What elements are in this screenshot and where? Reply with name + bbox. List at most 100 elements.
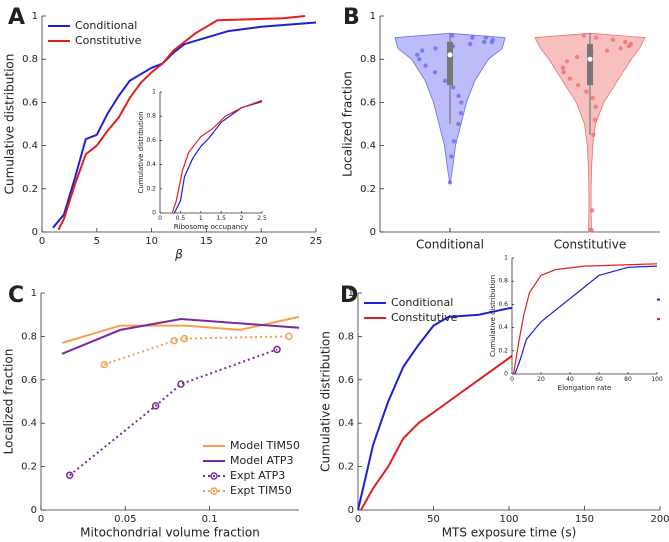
data-point xyxy=(456,93,461,99)
y-tick-label: 0.4 xyxy=(22,141,38,152)
x-tick-label: 150 xyxy=(575,514,594,525)
data-point xyxy=(591,132,596,137)
x-tick-label: Constitutive xyxy=(554,238,626,252)
data-point xyxy=(560,65,566,71)
data-point xyxy=(470,35,475,40)
y-tick-label: 1 xyxy=(370,11,376,22)
legend-label: Model TIM50 xyxy=(230,439,300,452)
y-tick-label: 0.4 xyxy=(146,161,156,168)
y-tick-label: 0.4 xyxy=(360,141,376,152)
x-tick-label: 200 xyxy=(650,514,669,525)
panel: 0 0.2 0.4 0.6 0.8 1 0 0.5 1 1.5 2 2.5 Ribosome occup… xyxy=(137,89,267,231)
data-point xyxy=(618,46,623,51)
series-line xyxy=(57,15,306,231)
panel-label: B xyxy=(343,5,360,30)
panel: 0 0.2 0.4 0.6 0.8 1 0 20 40 60 80 100 Elongation rat… xyxy=(489,255,663,392)
legend-label: Conditional xyxy=(391,296,453,309)
x-tick-label: 20 xyxy=(255,236,268,247)
x-tick-label: 0.5 xyxy=(176,215,186,222)
y-axis-label: Cumulative distribution xyxy=(137,111,145,193)
x-tick-label: 1 xyxy=(199,215,203,222)
y-tick-label: 0.6 xyxy=(146,137,156,144)
series-line xyxy=(514,265,658,375)
y-axis-label: Cumulative distribution xyxy=(3,54,17,195)
y-tick-label: 0 xyxy=(504,371,508,378)
y-tick-label: 0.4 xyxy=(338,418,354,429)
x-tick-label: 20 xyxy=(537,376,545,383)
legend-label: Constitutive xyxy=(75,34,142,47)
data-point xyxy=(581,33,587,38)
x-tick-label: 0 xyxy=(158,215,162,222)
data-point xyxy=(177,380,185,388)
x-tick-label: 5 xyxy=(94,236,100,247)
y-tick-label: 1 xyxy=(32,11,38,22)
series-line xyxy=(103,335,289,366)
y-tick-label: 1 xyxy=(348,288,354,299)
x-axis-label: Ribosome occupancy xyxy=(174,223,248,231)
y-tick-label: 0.8 xyxy=(146,113,156,120)
x-tick-label: 0.05 xyxy=(114,514,136,525)
data-point xyxy=(481,39,487,45)
data-point xyxy=(273,345,281,354)
data-point xyxy=(458,111,464,116)
y-tick-label: 0.6 xyxy=(338,375,354,386)
data-point xyxy=(456,121,461,127)
data-point xyxy=(100,360,108,369)
data-point xyxy=(483,35,489,40)
x-tick-label: 2.5 xyxy=(257,215,267,222)
y-tick-label: 0.8 xyxy=(22,54,38,65)
data-point xyxy=(419,48,425,53)
x-tick-label: 50 xyxy=(427,514,440,525)
data-point xyxy=(447,180,453,185)
data-point xyxy=(593,104,598,109)
x-tick-label: 25 xyxy=(310,236,323,247)
y-tick-label: 0.8 xyxy=(21,331,37,342)
y-tick-label: 0 xyxy=(152,210,156,217)
y-tick-label: 0.4 xyxy=(498,324,508,331)
data-point xyxy=(180,334,189,343)
data-point xyxy=(285,332,293,341)
y-tick-label: 0.2 xyxy=(146,185,156,192)
series-line xyxy=(512,263,658,375)
x-tick-label: 0 xyxy=(39,236,45,247)
x-tick-label: 80 xyxy=(624,376,632,383)
y-tick-label: 0.8 xyxy=(498,278,508,285)
series-line xyxy=(173,101,263,214)
legend-label: Model ATP3 xyxy=(230,454,294,467)
data-point xyxy=(450,33,455,38)
x-tick-label: 60 xyxy=(595,376,603,383)
y-tick-label: 0.4 xyxy=(21,418,37,429)
median xyxy=(447,52,453,58)
data-point xyxy=(604,48,610,53)
y-axis-label: Cumulative distribution xyxy=(319,331,333,472)
data-point xyxy=(65,471,74,480)
x-tick-label: Conditional xyxy=(416,238,484,252)
y-axis-label: Localized fraction xyxy=(341,71,355,177)
y-tick-label: 0.8 xyxy=(338,331,354,342)
x-axis-label: Mitochondrial volume fraction xyxy=(80,526,260,540)
data-point xyxy=(574,54,580,60)
y-tick-label: 1 xyxy=(504,255,508,262)
series-line xyxy=(52,21,317,229)
data-point xyxy=(451,139,457,144)
y-tick-label: 0.8 xyxy=(360,54,376,65)
inset-background xyxy=(160,92,262,213)
box xyxy=(587,44,593,86)
y-tick-label: 0.6 xyxy=(22,97,38,108)
legend-label: Constitutive xyxy=(391,311,458,324)
y-tick-label: 0.6 xyxy=(360,97,376,108)
panel-label: D xyxy=(340,283,358,308)
x-tick-label: 0.1 xyxy=(202,514,218,525)
series-line xyxy=(69,348,278,477)
y-tick-label: 0 xyxy=(32,227,38,238)
legend-label: Expt ATP3 xyxy=(230,469,285,482)
x-axis-label: β xyxy=(174,248,183,262)
y-tick-label: 1 xyxy=(152,89,156,96)
data-point xyxy=(432,69,438,75)
y-tick-label: 0.2 xyxy=(21,462,37,473)
x-tick-label: 2 xyxy=(240,215,244,222)
data-point xyxy=(490,37,495,42)
x-tick-label: 10 xyxy=(145,236,158,247)
